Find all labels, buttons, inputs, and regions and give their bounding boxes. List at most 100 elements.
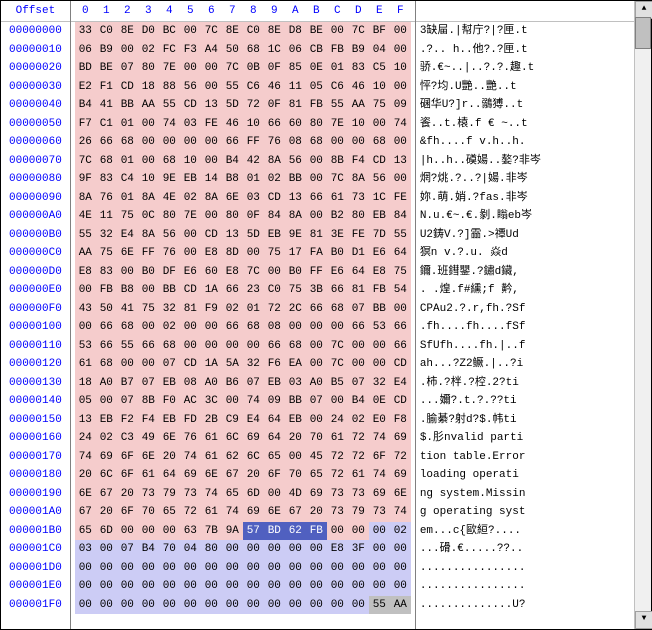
hex-byte[interactable]: D0 xyxy=(138,22,159,41)
hex-byte[interactable]: 75 xyxy=(96,244,117,263)
ascii-row[interactable]: .fh....fh....fSf xyxy=(416,318,651,337)
offset-cell[interactable]: 000001E0 xyxy=(1,577,70,596)
hex-byte[interactable]: 74 xyxy=(180,448,201,467)
hex-byte[interactable]: 6F xyxy=(117,448,138,467)
offset-cell[interactable]: 00000020 xyxy=(1,59,70,78)
hex-byte[interactable]: 61 xyxy=(327,189,348,208)
hex-byte[interactable]: 00 xyxy=(327,596,348,615)
hex-byte[interactable]: 41 xyxy=(117,300,138,319)
hex-byte[interactable]: 8E xyxy=(117,22,138,41)
hex-byte[interactable]: 0B xyxy=(243,59,264,78)
hex-byte[interactable]: 61 xyxy=(201,448,222,467)
hex-byte[interactable]: AA xyxy=(390,596,411,615)
hex-byte[interactable]: 69 xyxy=(180,466,201,485)
hex-byte[interactable]: 00 xyxy=(285,540,306,559)
hex-byte[interactable]: 00 xyxy=(285,318,306,337)
hex-byte[interactable]: 7B xyxy=(201,522,222,541)
hex-byte[interactable]: 55 xyxy=(327,96,348,115)
hex-byte[interactable]: 05 xyxy=(75,392,96,411)
ascii-row[interactable]: SfUfh....fh.|..f xyxy=(416,337,651,356)
hex-byte[interactable]: 68 xyxy=(159,337,180,356)
hex-byte[interactable]: 00 xyxy=(327,22,348,41)
ascii-row[interactable]: 3缺屇.|幇庁?|?匣.t xyxy=(416,22,651,41)
hex-byte[interactable]: 00 xyxy=(306,152,327,171)
hex-byte[interactable]: 3F xyxy=(348,540,369,559)
offset-cell[interactable]: 00000180 xyxy=(1,466,70,485)
hex-byte[interactable]: 5D xyxy=(243,226,264,245)
hex-byte[interactable]: 01 xyxy=(117,189,138,208)
hex-byte[interactable]: EB xyxy=(159,374,180,393)
hex-byte[interactable]: 00 xyxy=(222,392,243,411)
hex-byte[interactable]: 55 xyxy=(222,78,243,97)
hex-byte[interactable]: 11 xyxy=(285,78,306,97)
hex-byte[interactable]: 00 xyxy=(348,596,369,615)
offset-cell[interactable]: 000001A0 xyxy=(1,503,70,522)
hex-byte[interactable]: 20 xyxy=(117,485,138,504)
hex-byte[interactable]: 00 xyxy=(222,577,243,596)
hex-byte[interactable]: 6E xyxy=(264,503,285,522)
hex-byte[interactable]: 67 xyxy=(222,466,243,485)
hex-byte[interactable]: 00 xyxy=(96,596,117,615)
ascii-row[interactable]: &fh....f v.h..h. xyxy=(416,133,651,152)
offset-cell[interactable]: 00000190 xyxy=(1,485,70,504)
offset-cell[interactable]: 00000140 xyxy=(1,392,70,411)
hex-byte[interactable]: 55 xyxy=(390,226,411,245)
ascii-row[interactable]: 骄.€~..|..?.?.趣.t xyxy=(416,59,651,78)
hex-byte[interactable]: 00 xyxy=(222,596,243,615)
hex-byte[interactable]: 7E xyxy=(327,115,348,134)
hex-byte[interactable]: 4E xyxy=(159,189,180,208)
hex-byte[interactable]: 00 xyxy=(390,170,411,189)
hex-byte[interactable]: 6E xyxy=(138,448,159,467)
hex-byte[interactable]: 8E xyxy=(264,22,285,41)
hex-byte[interactable]: 49 xyxy=(138,429,159,448)
hex-byte[interactable]: 00 xyxy=(306,337,327,356)
hex-byte[interactable]: BB xyxy=(369,300,390,319)
hex-byte[interactable]: 56 xyxy=(285,152,306,171)
hex-byte[interactable]: EB xyxy=(285,411,306,430)
hex-byte[interactable]: 00 xyxy=(306,559,327,578)
hex-byte[interactable]: F0 xyxy=(159,392,180,411)
hex-byte[interactable]: 74 xyxy=(243,392,264,411)
hex-byte[interactable]: 26 xyxy=(75,133,96,152)
hex-byte[interactable]: 75 xyxy=(285,281,306,300)
hex-byte[interactable]: 00 xyxy=(306,596,327,615)
hex-byte[interactable]: 1C xyxy=(264,41,285,60)
ascii-row[interactable]: 碅华U?]r..鶸猼..t xyxy=(416,96,651,115)
hex-byte[interactable]: FE xyxy=(201,115,222,134)
offset-cell[interactable]: 000001F0 xyxy=(1,596,70,615)
hex-byte[interactable]: 66 xyxy=(390,318,411,337)
hex-byte[interactable]: 00 xyxy=(264,540,285,559)
hex-byte[interactable]: 32 xyxy=(369,374,390,393)
hex-byte[interactable]: 0C xyxy=(138,207,159,226)
hex-byte[interactable]: 75 xyxy=(117,207,138,226)
hex-byte[interactable]: E0 xyxy=(369,411,390,430)
hex-byte[interactable]: 00 xyxy=(138,577,159,596)
hex-byte[interactable]: 04 xyxy=(369,41,390,60)
offset-cell[interactable]: 00000060 xyxy=(1,133,70,152)
ascii-row[interactable]: 妳.萌.娋.?fas.非岑 xyxy=(416,189,651,208)
hex-byte[interactable]: 73 xyxy=(348,485,369,504)
hex-byte[interactable]: 4D xyxy=(285,485,306,504)
hex-byte[interactable]: 00 xyxy=(222,540,243,559)
hex-byte[interactable]: FF xyxy=(243,133,264,152)
hex-byte[interactable]: 00 xyxy=(348,522,369,541)
hex-byte[interactable]: B5 xyxy=(327,374,348,393)
hex-byte[interactable]: 00 xyxy=(306,355,327,374)
ascii-row[interactable]: .腧綦?射d?$.帏ti xyxy=(416,411,651,430)
hex-byte[interactable]: E6 xyxy=(180,263,201,282)
hex-byte[interactable]: 79 xyxy=(348,503,369,522)
offset-cell[interactable]: 00000080 xyxy=(1,170,70,189)
hex-byte[interactable]: 00 xyxy=(390,559,411,578)
ascii-row[interactable]: CPAu2.?.r,fh.?Sf xyxy=(416,300,651,319)
hex-byte[interactable]: 20 xyxy=(96,503,117,522)
hex-byte[interactable]: 75 xyxy=(390,263,411,282)
ascii-row[interactable]: ................ xyxy=(416,577,651,596)
hex-byte[interactable]: B4 xyxy=(348,392,369,411)
hex-byte[interactable]: F9 xyxy=(201,300,222,319)
hex-byte[interactable]: 6D xyxy=(243,485,264,504)
hex-byte[interactable]: 74 xyxy=(390,503,411,522)
hex-byte[interactable]: CD xyxy=(390,392,411,411)
ascii-row[interactable]: 鑈.班鏏鑍.?鏽d鑶, xyxy=(416,263,651,282)
hex-byte[interactable]: 45 xyxy=(306,448,327,467)
hex-byte[interactable]: 00 xyxy=(285,448,306,467)
